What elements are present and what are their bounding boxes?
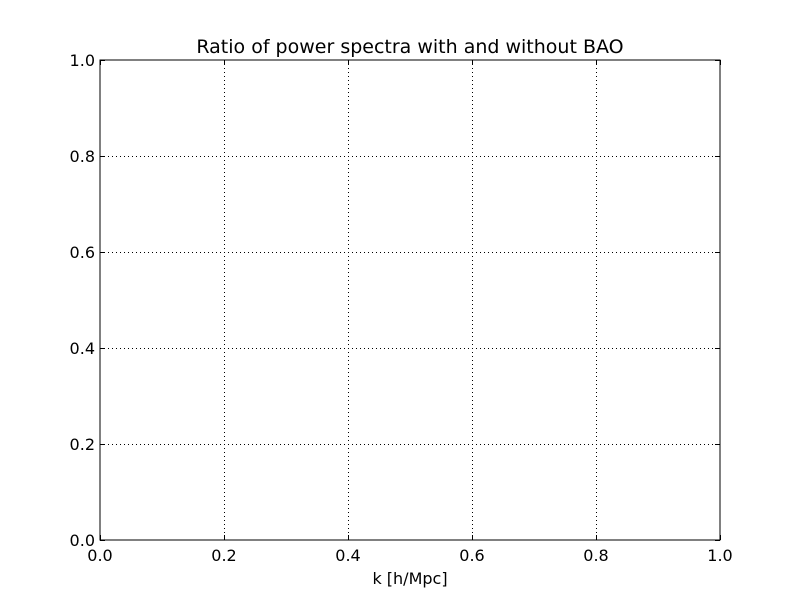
x-tick-label: 0.4 — [335, 546, 360, 565]
x-axis-tick-labels: 0.0 0.2 0.4 0.6 0.8 1.0 — [87, 546, 732, 565]
chart-title: Ratio of power spectra with and without … — [196, 36, 623, 58]
x-tick-label: 0.0 — [87, 546, 112, 565]
y-tick-label: 0.0 — [70, 531, 95, 550]
y-tick-label: 1.0 — [70, 51, 95, 70]
y-tick-label: 0.4 — [70, 339, 95, 358]
y-tick-label: 0.6 — [70, 243, 95, 262]
x-tick-label: 0.2 — [211, 546, 236, 565]
x-axis-label: k [h/Mpc] — [372, 569, 447, 588]
y-tick-label: 0.2 — [70, 435, 95, 454]
x-tick-label: 0.6 — [459, 546, 484, 565]
x-tick-label: 1.0 — [707, 546, 732, 565]
plot-area-frame — [99, 59, 721, 541]
grid — [100, 60, 720, 540]
x-tick-label: 0.8 — [583, 546, 608, 565]
y-tick-label: 0.8 — [70, 147, 95, 166]
y-axis-tick-labels: 0.0 0.2 0.4 0.6 0.8 1.0 — [70, 51, 95, 550]
